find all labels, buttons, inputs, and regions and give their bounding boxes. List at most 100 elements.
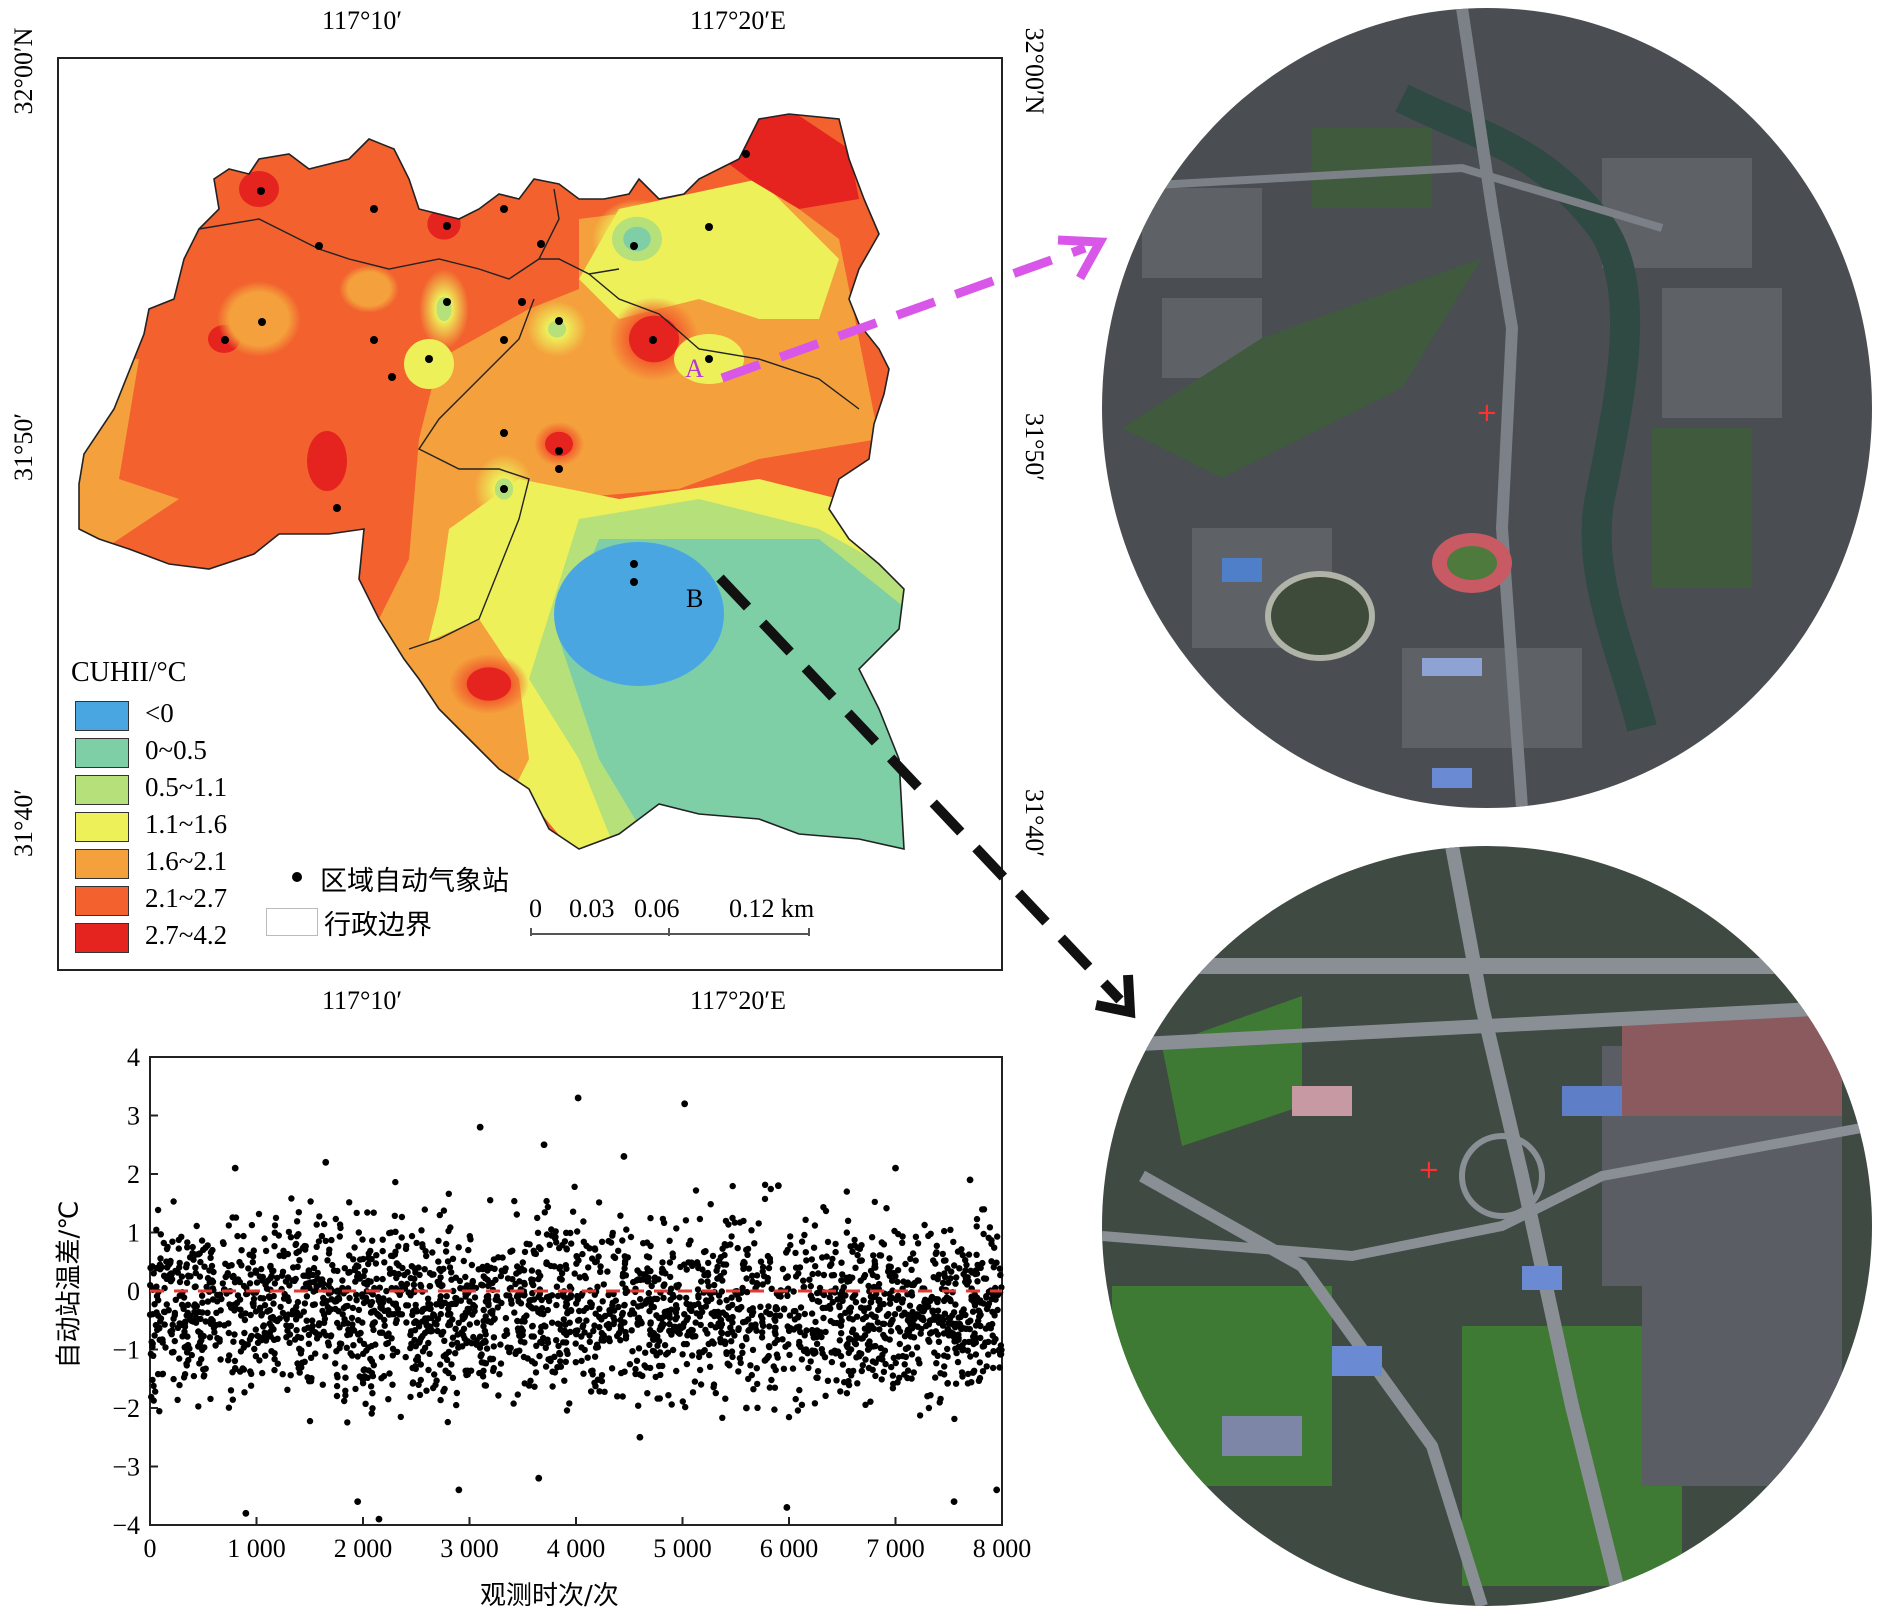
data-point bbox=[609, 1302, 616, 1309]
data-point bbox=[361, 1279, 368, 1287]
data-point bbox=[822, 1207, 830, 1215]
data-point bbox=[159, 1370, 167, 1377]
data-point bbox=[722, 1261, 730, 1268]
data-point bbox=[426, 1350, 433, 1357]
data-point bbox=[513, 1270, 520, 1277]
data-point bbox=[491, 1265, 498, 1272]
data-point bbox=[608, 1365, 616, 1372]
data-point bbox=[332, 1215, 339, 1223]
data-point bbox=[806, 1276, 813, 1283]
data-point bbox=[953, 1274, 960, 1281]
data-point bbox=[197, 1329, 204, 1337]
data-point bbox=[524, 1355, 531, 1362]
data-point bbox=[373, 1275, 380, 1282]
data-point bbox=[351, 1264, 359, 1272]
data-point bbox=[719, 1414, 726, 1421]
data-point bbox=[890, 1380, 897, 1388]
data-point bbox=[383, 1287, 390, 1295]
data-point bbox=[609, 1232, 616, 1239]
data-point bbox=[184, 1301, 192, 1308]
data-point bbox=[231, 1331, 238, 1338]
data-point bbox=[820, 1314, 827, 1322]
data-point bbox=[604, 1268, 611, 1275]
data-point bbox=[562, 1303, 570, 1310]
data-point bbox=[641, 1362, 648, 1369]
data-point bbox=[386, 1297, 393, 1304]
data-point bbox=[295, 1209, 302, 1216]
data-point bbox=[514, 1292, 521, 1299]
data-point bbox=[637, 1295, 644, 1303]
data-point bbox=[480, 1323, 487, 1330]
data-point bbox=[908, 1375, 915, 1382]
data-point bbox=[601, 1312, 609, 1320]
data-point bbox=[341, 1265, 348, 1272]
data-point bbox=[389, 1252, 397, 1260]
data-point bbox=[453, 1389, 461, 1397]
data-point bbox=[598, 1372, 606, 1379]
data-point bbox=[785, 1413, 793, 1421]
data-point bbox=[342, 1387, 349, 1394]
data-point bbox=[271, 1366, 278, 1374]
data-point bbox=[845, 1349, 852, 1357]
data-point bbox=[482, 1338, 489, 1346]
data-point bbox=[954, 1358, 962, 1366]
data-point bbox=[974, 1261, 981, 1269]
data-point bbox=[270, 1300, 277, 1307]
data-point bbox=[389, 1352, 396, 1359]
data-point bbox=[843, 1229, 850, 1236]
data-point bbox=[192, 1251, 200, 1258]
data-point bbox=[956, 1265, 963, 1272]
data-point bbox=[865, 1304, 872, 1311]
data-point bbox=[164, 1264, 171, 1271]
data-point bbox=[178, 1233, 185, 1240]
x-tick-label: 5 000 bbox=[653, 1534, 712, 1563]
data-point bbox=[519, 1259, 526, 1266]
data-point bbox=[973, 1251, 980, 1258]
data-point bbox=[910, 1369, 917, 1376]
data-point bbox=[303, 1293, 311, 1300]
data-point bbox=[556, 1275, 564, 1282]
station-A-dot bbox=[555, 317, 563, 325]
data-point bbox=[542, 1363, 550, 1370]
data-point bbox=[544, 1306, 551, 1314]
data-point bbox=[306, 1417, 314, 1425]
data-point bbox=[952, 1320, 960, 1327]
x-tick-label: 0 bbox=[144, 1534, 157, 1563]
data-point bbox=[364, 1209, 371, 1216]
data-point bbox=[818, 1346, 825, 1353]
data-point bbox=[184, 1341, 192, 1349]
data-point bbox=[789, 1365, 797, 1372]
data-point bbox=[285, 1311, 292, 1318]
data-point bbox=[964, 1370, 972, 1378]
data-point bbox=[686, 1306, 693, 1313]
data-point bbox=[662, 1351, 670, 1358]
data-point bbox=[425, 1339, 432, 1347]
data-point bbox=[419, 1241, 426, 1248]
data-point-outlier bbox=[966, 1176, 974, 1184]
data-point bbox=[883, 1205, 890, 1212]
data-point bbox=[711, 1308, 719, 1316]
data-point bbox=[563, 1347, 570, 1354]
data-point bbox=[797, 1343, 804, 1351]
data-point bbox=[562, 1321, 569, 1328]
data-point bbox=[952, 1301, 959, 1308]
data-point bbox=[495, 1254, 502, 1261]
data-point bbox=[184, 1333, 191, 1340]
data-point bbox=[809, 1295, 816, 1303]
data-point bbox=[945, 1332, 953, 1339]
data-point bbox=[697, 1381, 705, 1388]
data-point bbox=[212, 1321, 220, 1329]
data-point bbox=[324, 1257, 331, 1264]
data-point bbox=[154, 1206, 162, 1214]
data-point bbox=[841, 1379, 848, 1386]
data-point bbox=[528, 1267, 536, 1274]
data-point bbox=[435, 1237, 442, 1244]
data-point bbox=[427, 1305, 434, 1312]
data-point bbox=[908, 1266, 915, 1273]
data-point bbox=[332, 1360, 339, 1367]
data-point bbox=[715, 1292, 723, 1299]
data-point bbox=[506, 1292, 513, 1299]
data-point bbox=[936, 1399, 943, 1406]
data-point bbox=[944, 1379, 951, 1387]
data-point bbox=[715, 1257, 723, 1265]
